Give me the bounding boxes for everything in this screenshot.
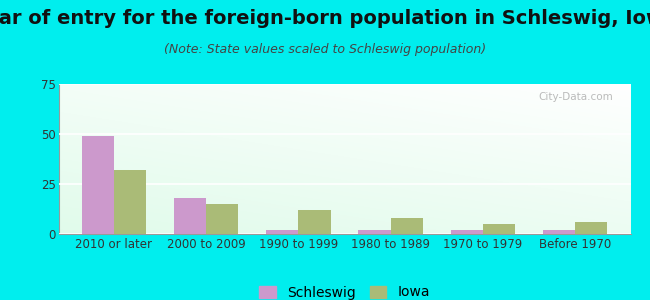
Bar (391, 218, 423, 234)
Bar (358, 230, 391, 234)
Text: Year of entry for the foreign-born population in Schleswig, Iowa: Year of entry for the foreign-born popul… (0, 9, 650, 28)
Bar (174, 198, 206, 234)
Bar (575, 222, 608, 234)
Bar (298, 210, 331, 234)
Legend: Schleswig, Iowa: Schleswig, Iowa (254, 280, 436, 300)
Bar (206, 204, 239, 234)
Bar (81, 136, 114, 234)
Bar (114, 170, 146, 234)
Text: (Note: State values scaled to Schleswig population): (Note: State values scaled to Schleswig … (164, 44, 486, 56)
Bar (483, 224, 515, 234)
Bar (450, 230, 483, 234)
Bar (266, 230, 298, 234)
Text: City-Data.com: City-Data.com (539, 92, 614, 101)
Bar (543, 230, 575, 234)
